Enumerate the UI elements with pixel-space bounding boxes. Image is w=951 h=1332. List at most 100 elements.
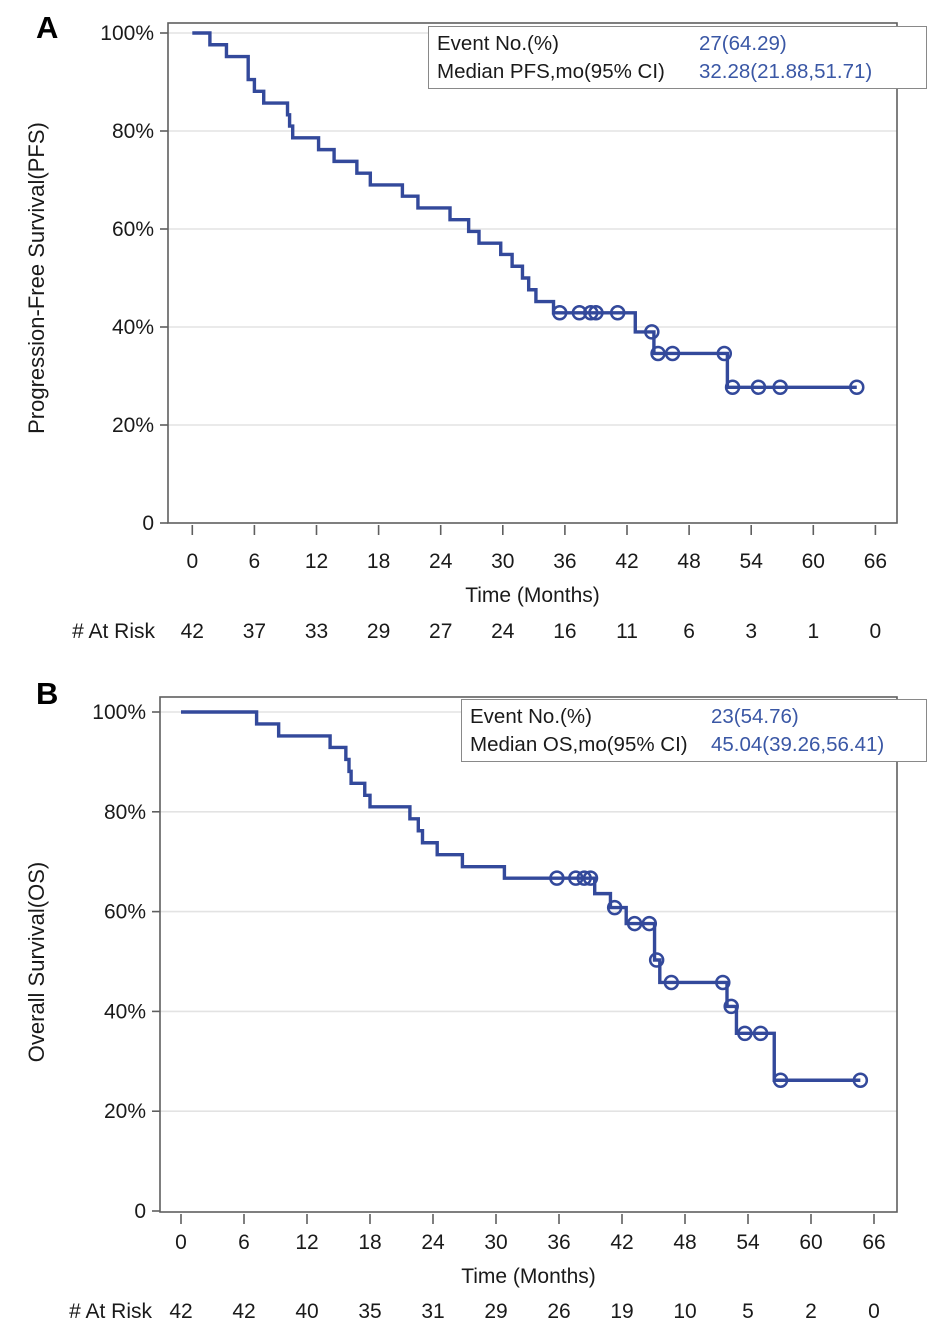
x-tick-label: 12 [305,550,328,573]
x-axis-title: Time (Months) [465,584,600,607]
y-tick-label: 60% [112,218,154,241]
at-risk-count: 42 [169,1300,192,1323]
at-risk-count: 26 [547,1300,570,1323]
at-risk-count: 24 [491,620,515,643]
x-tick-label: 48 [677,550,700,573]
y-tick-label: 40% [104,1000,146,1023]
pfs-stats-box: Event No.(%) 27(64.29) Median PFS,mo(95%… [428,26,927,89]
os-event-value: 23(54.76) [711,705,799,728]
x-tick-label: 12 [295,1231,318,1254]
y-tick-label: 20% [104,1100,146,1123]
survival-curve [192,31,857,389]
censor-mark [571,305,588,321]
censor-mark [737,1025,753,1042]
os-event-label: Event No.(%) [470,705,592,728]
at-risk-count: 33 [305,620,328,643]
y-tick-label: 80% [104,801,146,824]
at-risk-count: 42 [232,1300,255,1323]
at-risk-count: 1 [807,620,819,643]
x-tick-label: 54 [736,1231,760,1254]
x-tick-label: 36 [547,1231,570,1254]
x-tick-label: 60 [802,550,825,573]
at-risk-count: 37 [243,620,266,643]
y-axis-title: Progression-Free Survival(PFS) [24,122,49,434]
pfs-chart: 100%80%60%40%20%004263712331829242730243… [24,22,898,643]
at-risk-count: 0 [870,620,882,643]
survival-curve [181,710,861,1082]
censor-mark [609,305,626,321]
at-risk-count: 3 [745,620,757,643]
at-risk-count: 10 [673,1300,696,1323]
at-risk-count: 5 [742,1300,754,1323]
y-tick-label: 100% [100,22,154,45]
pfs-median-label: Median PFS,mo(95% CI) [437,59,665,83]
y-axis-title: Overall Survival(OS) [24,862,49,1062]
at-risk-count: 16 [553,620,576,643]
censor-mark [583,305,599,321]
os-chart: 100% 80% 60% 40% 20% 0 0 42 6 42 12 40 18 35 24 31 30 29 3… [24,696,898,1323]
x-tick-label: 42 [615,550,638,573]
at-risk-count: 40 [295,1300,318,1323]
x-tick-label: 48 [673,1231,696,1254]
x-tick-label: 0 [186,550,198,573]
censor-mark [752,1025,769,1042]
censor-mark [716,345,733,362]
x-tick-label: 66 [864,550,887,573]
at-risk-count: 2 [805,1300,817,1323]
x-tick-label: 6 [238,1231,250,1254]
at-risk-row-label: # At Risk [72,620,155,643]
censor-mark [551,305,568,321]
censor-mark [724,379,741,396]
y-tick-label: 80% [112,120,154,143]
censor-mark [648,952,665,968]
x-tick-label: 30 [484,1231,507,1254]
pfs-event-label: Event No.(%) [437,32,559,55]
at-risk-count: 6 [683,620,695,643]
censor-mark [549,870,565,886]
censor-mark [852,1072,869,1089]
censor-mark [650,345,666,362]
censor-mark [750,379,767,396]
at-risk-count: 27 [429,620,452,643]
x-axis-title: Time (Months) [461,1265,596,1288]
censor-mark [644,324,660,340]
y-tick-label: 20% [112,414,154,437]
censor-mark [849,379,865,396]
at-risk-count: 29 [367,620,390,643]
censor-mark [664,345,681,362]
os-median-label: Median OS,mo(95% CI) [470,732,688,756]
censor-mark [606,899,623,916]
at-risk-count: 19 [610,1300,633,1323]
panel-pfs: 100% 80% 60% 40% 20% 0 0 42 6 37 12 33 18 29 24 27 30 24 3… [24,10,927,643]
censor-mark [576,870,592,886]
plot-border [167,22,898,524]
censor-mark [772,379,788,396]
censor-mark [715,974,731,991]
at-risk-count: 35 [358,1300,381,1323]
y-tick-label: 60% [104,901,146,924]
at-risk-count: 0 [868,1300,880,1323]
y-tick-label: 0 [134,1200,146,1223]
censor-mark [723,998,739,1015]
panel-b-label: B [36,676,59,711]
x-tick-label: 30 [491,550,514,573]
x-tick-label: 42 [610,1231,633,1254]
y-tick-label: 40% [112,316,154,339]
censor-mark [663,974,680,991]
censor-mark [588,305,604,321]
pfs-event-value: 27(64.29) [699,32,787,55]
at-risk-count: 11 [616,620,638,643]
os-median-value: 45.04(39.26,56.41) [711,732,885,756]
at-risk-count: 31 [421,1300,444,1323]
x-tick-label: 6 [249,550,261,573]
censor-mark [641,915,658,932]
panel-a-label: A [36,10,59,45]
x-tick-label: 36 [553,550,576,573]
os-stats-box: Event No.(%) 23(54.76) Median OS,mo(95% … [461,699,927,762]
censor-mark [772,1072,789,1089]
censor-mark [568,870,584,886]
censor-mark [582,870,599,886]
x-tick-label: 24 [429,550,453,573]
x-tick-label: 60 [799,1231,822,1254]
